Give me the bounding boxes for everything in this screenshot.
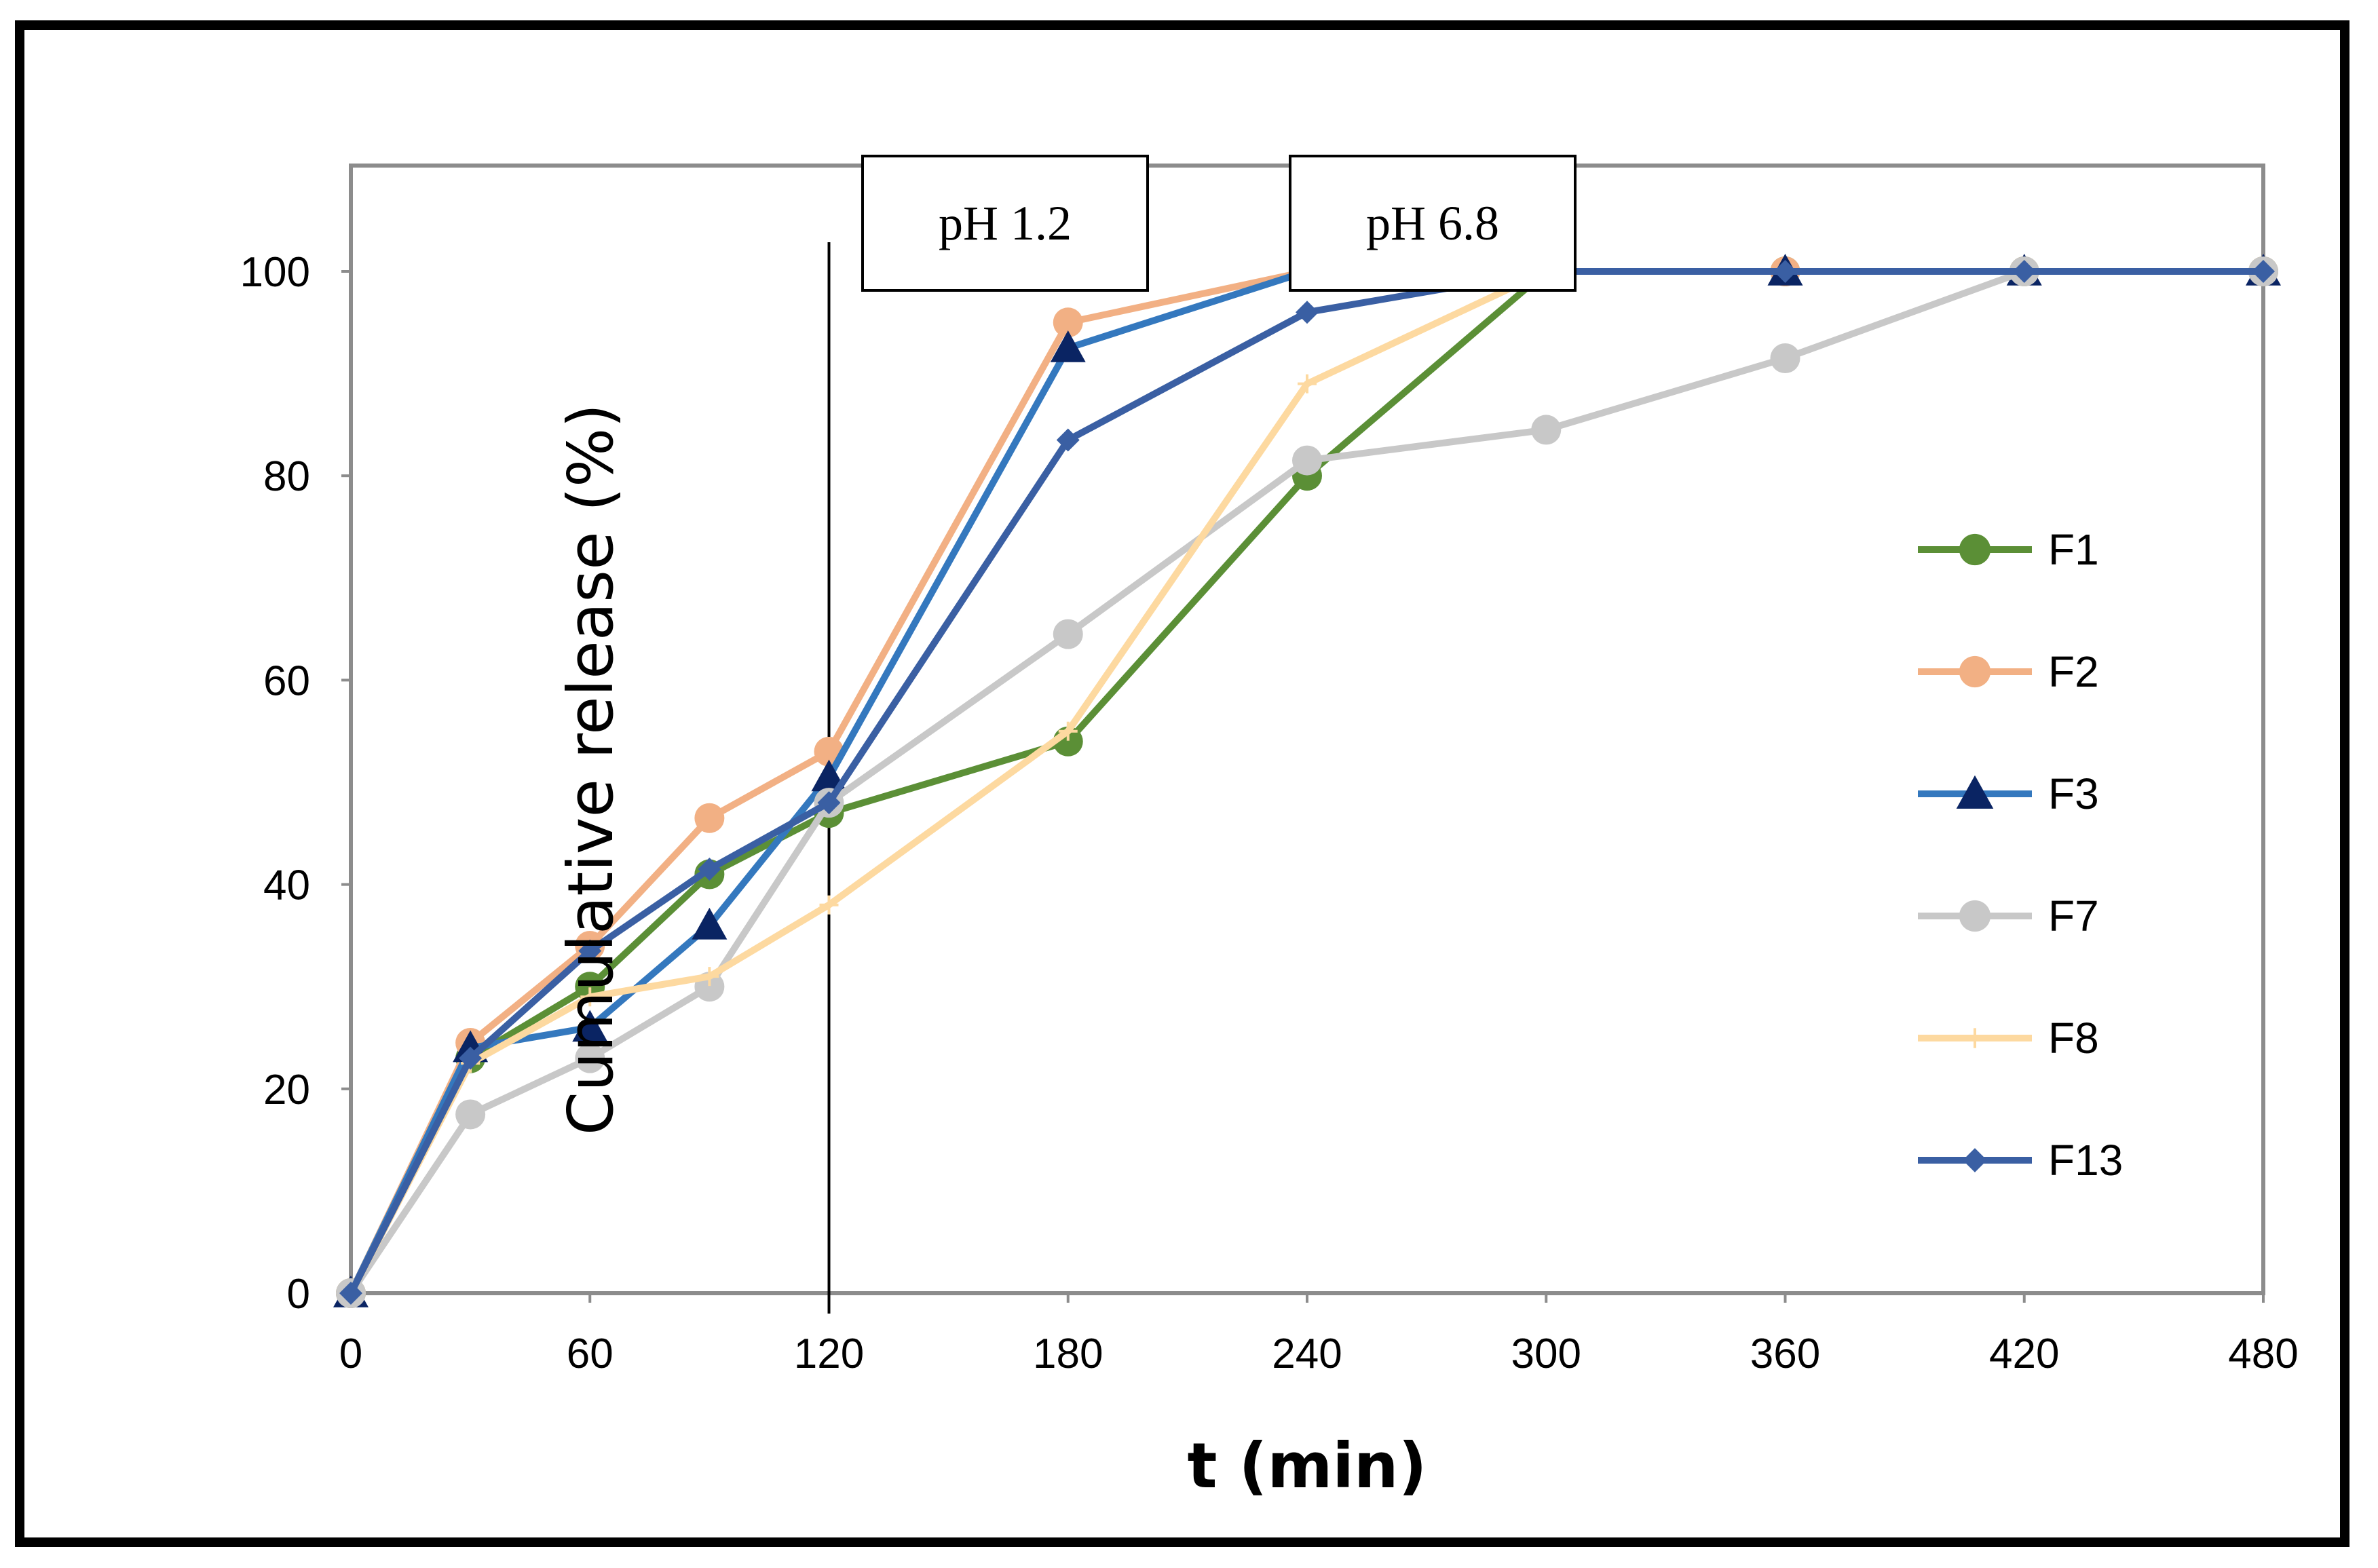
- annotations: pH 1.2 pH 6.8: [861, 155, 1577, 292]
- annotation-box: [861, 155, 1149, 292]
- data-point-f13: [817, 791, 841, 815]
- x-tick-label: 300: [1511, 1331, 1581, 1377]
- chart-svg: 0 60 120 180 240 300 360 420 480 0 20 40 60 80 100 pH …: [240, 155, 2299, 1502]
- x-tick-label: 360: [1750, 1331, 1820, 1377]
- data-point-f8: [1058, 721, 1078, 741]
- data-point-f13: [1296, 301, 1319, 324]
- axes: 0 60 120 180 240 300 360 420 480 0 20 40 60 80 100: [240, 249, 2299, 1377]
- legend-marker-f2: [1959, 655, 1991, 688]
- y-axis-title: Cumulative release (%): [554, 404, 627, 1135]
- data-point-f13: [698, 858, 721, 881]
- legend-label-f2: F2: [2048, 647, 2099, 696]
- data-point-f13: [339, 1282, 362, 1305]
- legend-marker-f13: [1963, 1148, 1987, 1172]
- data-point-f13: [2252, 260, 2275, 283]
- x-tick-label: 0: [339, 1331, 362, 1377]
- annotation-label: pH 6.8: [1366, 196, 1499, 250]
- data-point-f7: [1531, 415, 1562, 445]
- data-point-f3: [692, 907, 728, 940]
- legend-label-f8: F8: [2048, 1014, 2099, 1063]
- legend-label-f13: F13: [2048, 1136, 2123, 1185]
- y-tick-label: 60: [263, 657, 310, 704]
- x-tick-label: 240: [1272, 1331, 1342, 1377]
- legend-marker-f1: [1959, 533, 1991, 566]
- data-point-f3: [1050, 330, 1086, 362]
- legend-marker-f8: [1965, 1028, 1985, 1048]
- y-tick-label: 100: [240, 249, 310, 296]
- plot-area: [349, 164, 2265, 1295]
- data-point-f8: [580, 987, 600, 1007]
- legend-marker-f7: [1959, 900, 1991, 932]
- y-tick-label: 40: [263, 862, 310, 909]
- data-point-f3: [572, 1010, 608, 1042]
- data-point-f13: [1773, 260, 1797, 283]
- series-layer: [333, 254, 2281, 1308]
- x-tick-label: 480: [2228, 1331, 2298, 1377]
- data-point-f8: [700, 967, 719, 987]
- data-point-f2: [694, 803, 725, 833]
- y-tick-label: 0: [287, 1271, 310, 1318]
- data-point-f2: [1053, 307, 1083, 338]
- annotation-label: pH 1.2: [939, 196, 1072, 250]
- data-point-f7: [575, 1043, 605, 1073]
- legend-label-f7: F7: [2048, 892, 2099, 940]
- data-point-f8: [819, 895, 839, 915]
- annotation-box: [1289, 155, 1577, 292]
- legend-label-f1: F1: [2048, 525, 2099, 574]
- data-point-f7: [1292, 445, 1322, 476]
- x-tick-label: 180: [1033, 1331, 1103, 1377]
- data-point-f8: [1298, 374, 1317, 394]
- legend-label-f3: F3: [2048, 769, 2099, 818]
- data-point-f7: [455, 1099, 486, 1130]
- x-tick-label: 420: [1989, 1331, 2059, 1377]
- data-point-f13: [1056, 428, 1080, 452]
- legend: F1 F2 F3 F7 F8 F13: [1918, 525, 2123, 1185]
- data-point-f7: [1770, 343, 1800, 374]
- y-tick-label: 80: [263, 453, 310, 500]
- y-tick-label: 20: [263, 1067, 310, 1113]
- x-tick-label: 120: [794, 1331, 864, 1377]
- data-point-f7: [1053, 619, 1083, 649]
- data-point-f13: [2012, 260, 2036, 283]
- x-axis-title: t (min): [1188, 1430, 1427, 1502]
- data-point-f13: [578, 939, 602, 963]
- chart-frame: 0 60 120 180 240 300 360 420 480 0 20 40 60 80 100 pH …: [15, 20, 2349, 1547]
- legend-marker-f3: [1956, 775, 1994, 809]
- x-tick-label: 60: [567, 1331, 614, 1377]
- data-point-f13: [459, 1046, 483, 1070]
